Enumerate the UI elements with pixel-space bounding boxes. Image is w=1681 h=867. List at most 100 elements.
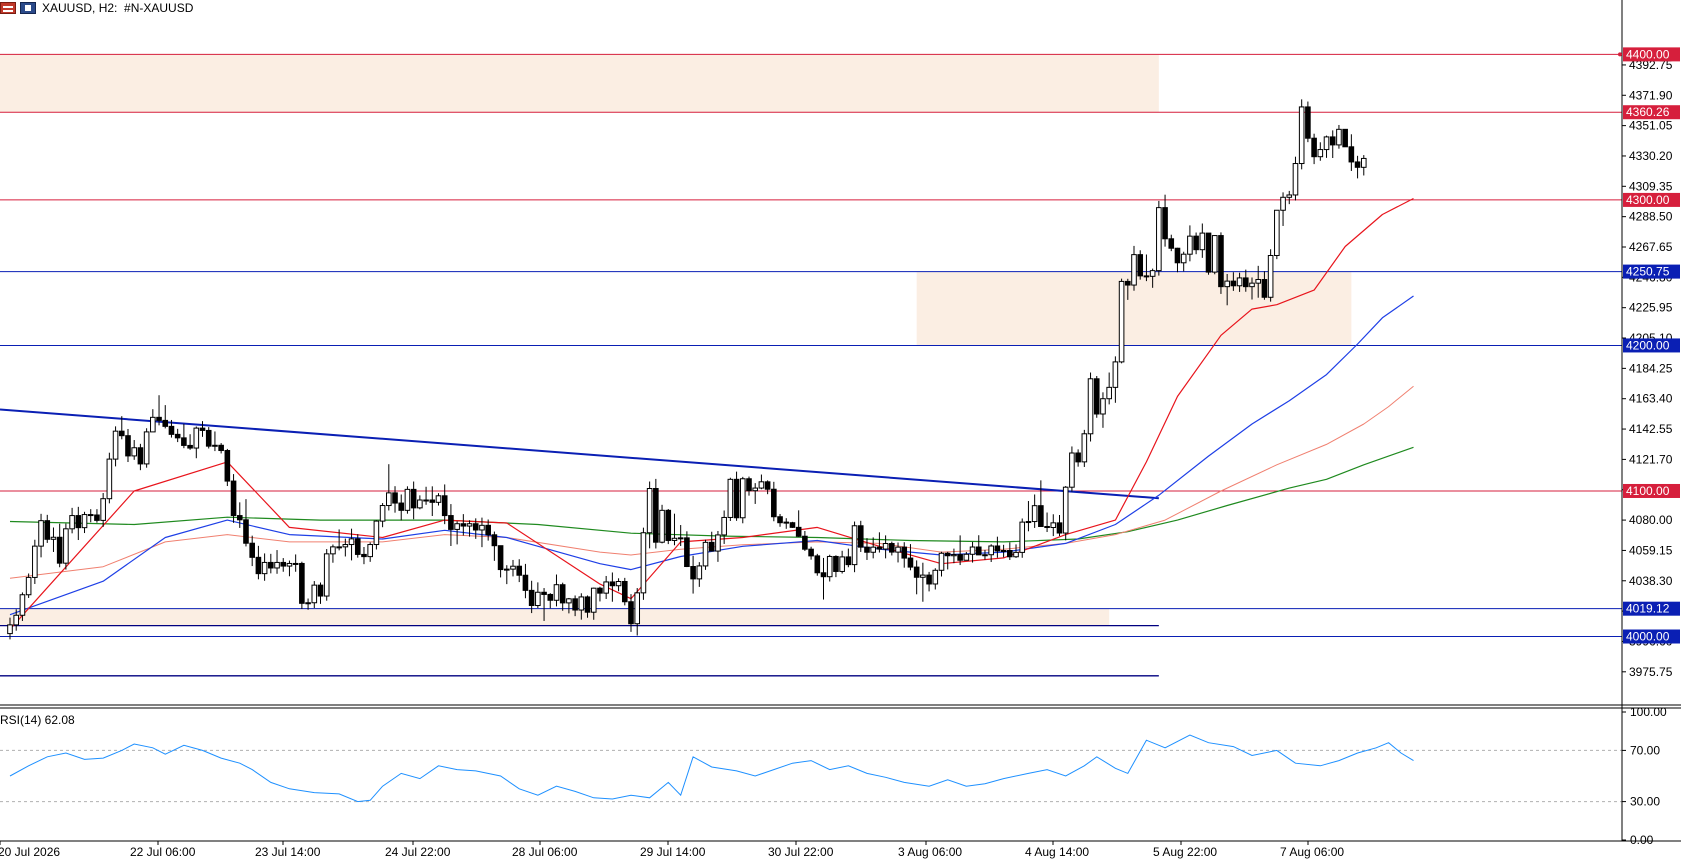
candle-body-123 — [771, 488, 777, 518]
candle-81 — [510, 559, 516, 577]
candle-body-5 — [38, 520, 44, 547]
candle-51 — [323, 549, 330, 601]
candle-body-218 — [1360, 157, 1367, 168]
candle-105 — [659, 504, 665, 544]
candle-93 — [584, 595, 591, 618]
candle-body-4 — [32, 545, 38, 578]
candle-66 — [417, 495, 423, 510]
candle-104 — [653, 478, 659, 549]
candle-2 — [19, 592, 26, 621]
candle-body-150 — [938, 552, 945, 571]
candle-body-212 — [1323, 136, 1330, 151]
candle-body-107 — [671, 537, 678, 541]
candle-body-77 — [485, 524, 491, 536]
candle-20 — [131, 440, 137, 460]
candle-67 — [423, 486, 429, 505]
levels-layer — [0, 53, 1622, 638]
candle-body-84 — [528, 589, 535, 607]
candle-203 — [1267, 249, 1274, 302]
candle-body-154 — [963, 553, 970, 561]
candle-body-34 — [218, 444, 224, 452]
candle-144 — [901, 542, 908, 568]
candle-139 — [870, 537, 876, 559]
candle-174 — [1087, 372, 1094, 442]
candle-body-192 — [1199, 232, 1206, 251]
price-tick-label: 4392.75 — [1629, 58, 1673, 72]
candle-55 — [348, 528, 355, 561]
candle-body-93 — [584, 596, 591, 613]
candle-body-24 — [156, 416, 162, 421]
candle-147 — [920, 562, 926, 602]
level-label-4400.00: 4400.00 — [1623, 47, 1680, 62]
candle-body-136 — [851, 525, 858, 566]
candle-16 — [106, 452, 113, 504]
candle-97 — [609, 572, 616, 602]
time-tick-label: 23 Jul 14:00 — [255, 845, 321, 859]
candle-210 — [1311, 133, 1317, 165]
candle-body-31 — [199, 427, 206, 431]
candle-13 — [87, 509, 94, 523]
candle-176 — [1100, 392, 1106, 428]
candle-60 — [379, 503, 386, 528]
candle-185 — [1156, 200, 1162, 276]
candle-body-30 — [193, 427, 200, 449]
candle-98 — [615, 578, 622, 592]
candle-65 — [410, 481, 417, 520]
candle-131 — [820, 557, 827, 600]
candle-body-128 — [802, 535, 808, 550]
candle-body-15 — [100, 498, 106, 521]
candle-body-92 — [578, 596, 585, 611]
rsi-tick-label: 100.00 — [1630, 705, 1667, 719]
candle-123 — [771, 481, 777, 522]
level-label-bg — [1623, 601, 1680, 616]
candle-86 — [541, 588, 547, 621]
candle-body-174 — [1087, 378, 1094, 435]
candle-body-169 — [1056, 522, 1063, 534]
candle-194 — [1211, 235, 1218, 275]
zones-layer — [0, 54, 1352, 626]
candle-192 — [1199, 223, 1206, 258]
candle-48 — [305, 598, 311, 610]
zone-2 — [0, 608, 1110, 626]
candle-body-43 — [274, 561, 280, 569]
candle-41 — [261, 553, 268, 581]
level-label-4000.00: 4000.00 — [1623, 629, 1680, 644]
candle-116 — [727, 477, 734, 521]
chart-window-icon[interactable] — [20, 2, 36, 14]
candle-body-28 — [181, 437, 187, 446]
candle-19 — [125, 428, 131, 463]
candle-54 — [342, 538, 349, 557]
candle-body-194 — [1211, 235, 1218, 273]
trading-terminal-icon[interactable] — [0, 2, 16, 14]
candle-body-97 — [609, 581, 616, 587]
candle-body-129 — [808, 548, 814, 557]
time-tick-label: 20 Jul 2026 — [0, 845, 60, 859]
price-tick-label: 4288.50 — [1629, 210, 1673, 224]
candle-body-210 — [1311, 137, 1317, 158]
level-label-bg — [1623, 105, 1680, 120]
candle-body-102 — [640, 532, 647, 594]
candle-22 — [143, 428, 150, 468]
candle-body-214 — [1336, 128, 1342, 146]
candle-body-66 — [417, 499, 423, 509]
candle-76 — [479, 517, 485, 548]
candle-body-103 — [646, 488, 653, 534]
candle-body-187 — [1168, 238, 1175, 249]
candle-110 — [690, 555, 696, 594]
candle-205 — [1280, 192, 1286, 226]
candle-body-200 — [1249, 282, 1255, 288]
candle-92 — [578, 593, 585, 620]
candle-body-104 — [653, 488, 659, 543]
candle-body-171 — [1069, 452, 1075, 488]
candle-body-175 — [1093, 378, 1100, 415]
candle-body-176 — [1100, 398, 1106, 415]
candle-178 — [1112, 356, 1119, 403]
candle-body-146 — [913, 566, 920, 578]
candle-body-83 — [522, 574, 529, 591]
candle-body-60 — [379, 505, 386, 522]
candle-body-11 — [75, 515, 82, 529]
candle-body-94 — [590, 587, 597, 613]
candle-body-186 — [1162, 207, 1168, 240]
